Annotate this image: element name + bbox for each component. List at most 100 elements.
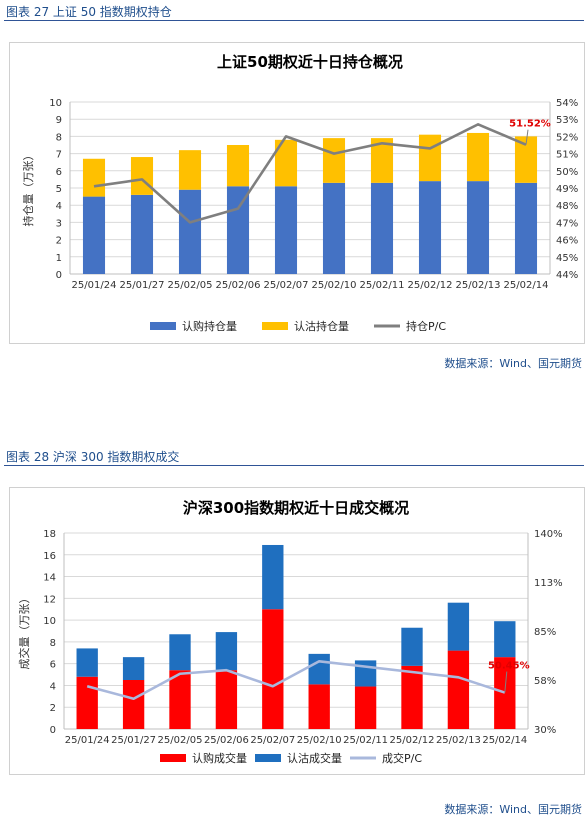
bar-put: [130, 157, 154, 195]
x-tick-label: 25/02/07: [264, 280, 309, 291]
y2-tick-label: 50%: [556, 167, 578, 178]
legend-label: 认沽成交量: [287, 751, 342, 765]
x-tick-label: 25/02/06: [216, 280, 261, 291]
x-tick-label: 25/02/06: [204, 735, 249, 746]
bar-put: [122, 657, 145, 680]
y2-tick-label: 48%: [556, 201, 578, 212]
y2-tick-label: 44%: [556, 270, 578, 281]
x-tick-label: 25/02/05: [158, 735, 203, 746]
y2-tick-label: 47%: [556, 218, 578, 229]
bar-call: [262, 609, 284, 729]
bar-put: [370, 138, 394, 183]
legend-label: 持仓P/C: [406, 319, 446, 333]
bar-call: [494, 657, 516, 729]
y2-tick-label: 30%: [534, 725, 556, 736]
y-axis-title: 成交量（万张）: [17, 593, 31, 670]
bar-call: [514, 182, 538, 274]
x-tick-label: 25/02/11: [360, 280, 405, 291]
legend-swatch: [160, 754, 186, 762]
annotation-leader: [504, 671, 508, 693]
bar-call: [447, 650, 470, 729]
x-tick-label: 25/02/14: [504, 280, 549, 291]
bar-call: [226, 186, 250, 274]
y-tick-label: 9: [56, 115, 62, 126]
bar-put: [274, 139, 298, 187]
source-note-2: 数据来源：Wind、国元期货: [444, 803, 582, 816]
x-tick-label: 25/02/10: [297, 735, 342, 746]
y-tick-label: 6: [50, 660, 56, 671]
chart-title: 沪深300指数期权近十日成交概况: [183, 499, 409, 517]
y2-tick-label: 46%: [556, 236, 578, 247]
legend-swatch: [262, 322, 288, 330]
x-tick-label: 25/01/24: [72, 280, 117, 291]
legend-label: 认购持仓量: [182, 319, 237, 333]
bar-call: [82, 196, 106, 274]
legend-label: 成交P/C: [382, 751, 422, 765]
x-tick-label: 25/01/27: [120, 280, 165, 291]
bar-call: [130, 194, 154, 274]
bar-call: [354, 686, 377, 729]
y-tick-label: 1: [56, 253, 62, 264]
x-tick-label: 25/01/27: [111, 735, 156, 746]
bar-call: [215, 670, 238, 729]
caption-rule-1: [4, 20, 584, 21]
x-tick-label: 25/02/12: [390, 735, 435, 746]
y-tick-label: 8: [56, 132, 62, 143]
annotation-label: 51.52%: [509, 119, 551, 130]
x-tick-label: 25/02/12: [408, 280, 453, 291]
bar-put: [354, 660, 377, 687]
y2-tick-label: 51%: [556, 150, 578, 161]
bar-call: [122, 680, 145, 729]
y-tick-label: 10: [49, 98, 62, 109]
legend-swatch: [255, 754, 281, 762]
x-tick-label: 25/02/13: [456, 280, 501, 291]
annotation-leader: [525, 129, 529, 145]
y-tick-label: 8: [50, 638, 56, 649]
bar-put: [226, 145, 250, 187]
bar-put: [447, 602, 470, 651]
bar-call: [274, 186, 298, 274]
y2-tick-label: 53%: [556, 115, 578, 126]
bar-call: [308, 684, 330, 729]
y-tick-label: 4: [50, 681, 56, 692]
y-tick-label: 12: [43, 594, 56, 605]
y2-tick-label: 58%: [534, 676, 556, 687]
chart-frame-2: 沪深300指数期权近十日成交概况 0 2 4 6 8 10 12 14 16 18 30% 58% 85%…: [9, 487, 585, 775]
y2-tick-label: 45%: [556, 253, 578, 264]
bar-put: [418, 134, 442, 182]
bar-call: [178, 189, 202, 274]
x-tick-label: 25/02/05: [168, 280, 213, 291]
x-tick-label: 25/02/07: [250, 735, 295, 746]
legend-label: 认沽持仓量: [294, 319, 349, 333]
y2-tick-label: 49%: [556, 184, 578, 195]
chart-1: 上证50期权近十日持仓概况 0 1 2 3 4 5 6 7 8 9 10 44% 45% 46% 47% 48%…: [21, 53, 578, 333]
source-note-1: 数据来源：Wind、国元期货: [444, 357, 582, 370]
y-tick-label: 14: [43, 573, 56, 584]
bar-put: [401, 627, 423, 666]
bar-put: [215, 632, 238, 671]
y-tick-label: 4: [56, 201, 62, 212]
y-tick-label: 6: [56, 167, 62, 178]
y-tick-label: 0: [50, 725, 56, 736]
y-tick-label: 5: [56, 184, 62, 195]
x-tick-label: 25/02/10: [312, 280, 357, 291]
legend-label: 认购成交量: [192, 751, 247, 765]
y-tick-label: 2: [50, 703, 56, 714]
bar-put: [169, 634, 191, 671]
pc-ratio-line: [93, 123, 527, 224]
bar-put: [514, 136, 538, 183]
chart-2: 沪深300指数期权近十日成交概况 0 2 4 6 8 10 12 14 16 18 30% 58% 85%…: [17, 499, 563, 765]
x-tick-label: 25/02/11: [343, 735, 388, 746]
bar-put: [178, 150, 202, 190]
x-tick-label: 25/02/14: [482, 735, 527, 746]
pc-ratio-line: [86, 659, 506, 701]
bar-call: [418, 181, 442, 274]
bar-call: [466, 181, 490, 274]
bar-call: [401, 665, 423, 729]
bar-put: [76, 648, 98, 677]
bar-call: [169, 670, 191, 729]
y2-tick-label: 54%: [556, 98, 578, 109]
bar-call: [76, 676, 98, 729]
y-tick-label: 2: [56, 236, 62, 247]
y-tick-label: 7: [56, 150, 62, 161]
